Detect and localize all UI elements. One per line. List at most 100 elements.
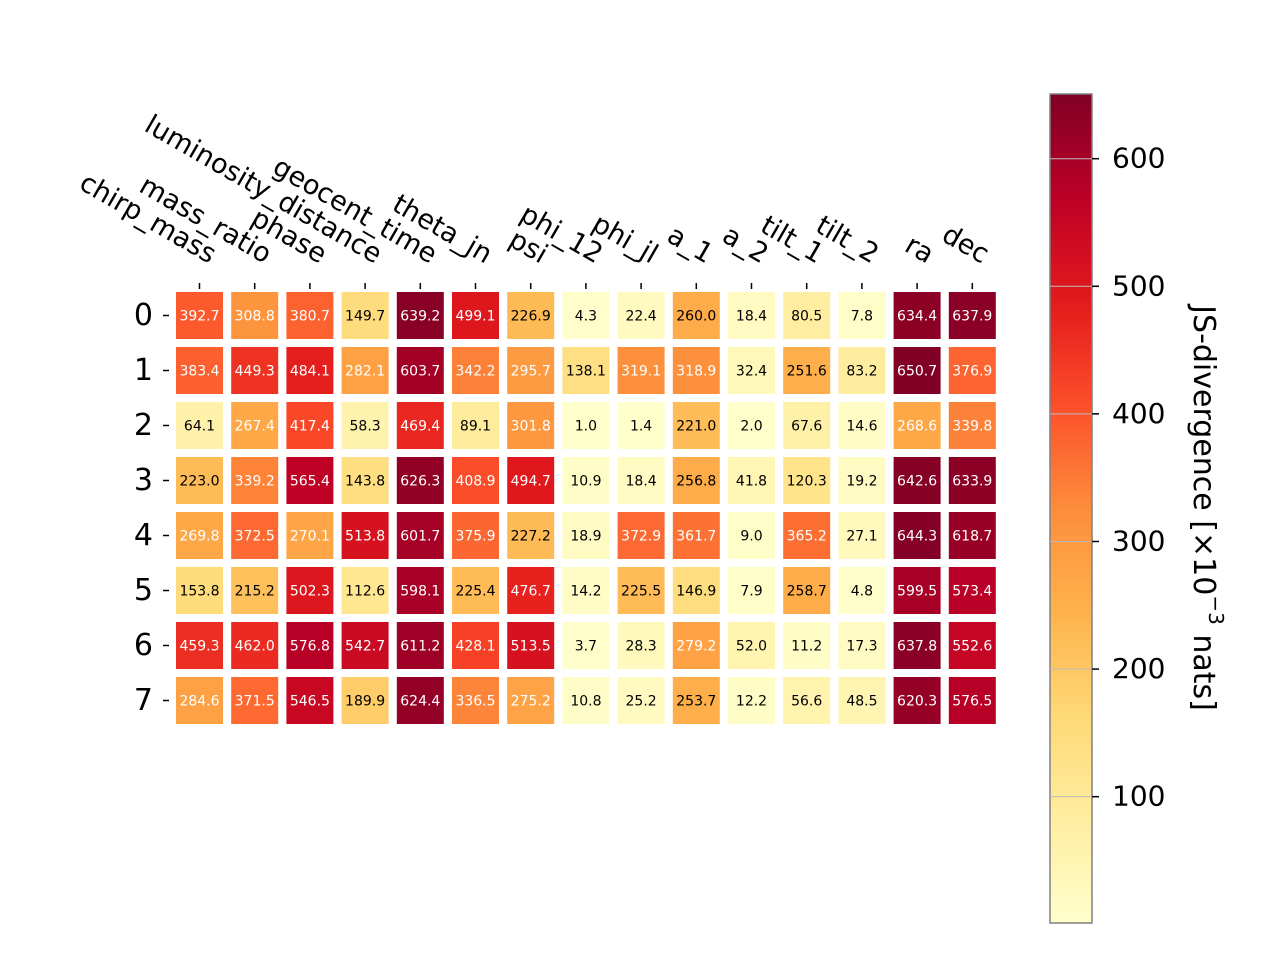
heatmap-cell [838,292,886,339]
column-label: tilt_2 [810,210,883,270]
heatmap-cell [286,347,334,394]
heatmap-cell [286,402,334,449]
cell-value-label: 149.7 [345,309,385,325]
heatmap-cell [672,567,720,614]
cell-value-label: 372.5 [235,529,275,545]
heatmap-cell [617,457,665,504]
cell-value-label: 18.4 [736,309,767,325]
cell-value-label: 633.9 [952,474,992,490]
cell-value-label: 58.3 [350,419,381,435]
heatmap-cell [562,292,610,339]
heatmap-cell [452,402,499,449]
heatmap-cell [562,622,610,669]
cell-value-label: 223.0 [179,474,219,490]
cell-value-label: 251.6 [787,364,827,380]
cell-value-label: 459.3 [179,639,219,655]
heatmap-cell [562,457,610,504]
heatmap-cell [893,292,941,339]
heatmap-cell [617,567,665,614]
heatmap-cell [231,347,279,394]
cell-value-label: 146.9 [676,584,716,600]
heatmap-cell [507,402,555,449]
colorbar-tick-label: 600 [1112,142,1165,175]
heatmap-cell [893,512,941,559]
cell-value-label: 153.8 [179,584,219,600]
heatmap-cell [341,457,389,504]
heatmap-cell [341,622,389,669]
cell-value-label: 469.4 [400,419,440,435]
heatmap-cell [783,622,831,669]
heatmap-cell [783,347,831,394]
heatmap-cell [893,402,941,449]
heatmap-cell [728,512,775,559]
heatmap-cell [948,402,996,449]
heatmap-cell [617,347,665,394]
cell-value-label: 552.6 [952,639,992,655]
row-labels: 0 1 2 3 4 5 6 7 [134,298,169,718]
heatmap-cell [672,292,720,339]
cell-value-label: 83.2 [846,364,877,380]
heatmap-cell [783,402,831,449]
heatmap-cell [948,292,996,339]
cell-value-label: 64.1 [184,419,215,435]
cell-value-label: 383.4 [179,364,219,380]
column-label: a_1 [662,220,718,270]
cell-value-label: 449.3 [235,364,275,380]
cell-value-label: 295.7 [511,364,551,380]
heatmap-cell [286,512,334,559]
cell-value-label: 361.7 [676,529,716,545]
heatmap-cell [728,677,775,724]
heatmap-cell [341,512,389,559]
cell-value-label: 275.2 [511,694,551,710]
colorbar-tick-label: 300 [1112,524,1165,557]
cell-value-label: 494.7 [511,474,551,490]
cell-value-label: 576.5 [952,694,992,710]
heatmap-cell [176,347,223,394]
cell-value-label: 226.9 [511,309,551,325]
heatmap-cell [452,622,499,669]
cell-value-label: 22.4 [626,309,657,325]
cell-value-label: 392.7 [179,309,219,325]
heatmap-cell [507,457,555,504]
cell-value-label: 32.4 [736,364,767,380]
heatmap-cell [893,347,941,394]
heatmap-cell [231,677,279,724]
cell-value-label: 618.7 [952,529,992,545]
heatmap-cell [396,677,444,724]
heatmap-cell [176,622,223,669]
cell-value-label: 282.1 [345,364,385,380]
cell-value-label: 284.6 [179,694,219,710]
cell-value-label: 7.8 [851,309,873,325]
cell-value-label: 644.3 [897,529,937,545]
heatmap-cell [672,677,720,724]
cell-value-label: 3.7 [575,639,597,655]
cell-value-label: 308.8 [235,309,275,325]
cell-value-label: 52.0 [736,639,767,655]
heatmap-cell [948,457,996,504]
heatmap-cell [396,567,444,614]
heatmap-cell [231,292,279,339]
heatmap-cell [396,292,444,339]
heatmap-cell [231,567,279,614]
heatmap-cell [893,677,941,724]
cell-value-label: 17.3 [846,639,877,655]
heatmap-cell [672,622,720,669]
heatmap-cell [893,622,941,669]
heatmap-cell [452,457,499,504]
cell-value-label: 513.5 [511,639,551,655]
heatmap-cell [176,457,223,504]
heatmap-cell [617,622,665,669]
heatmap-cell [286,677,334,724]
column-label: phi_jl [587,208,663,270]
heatmap-cell [838,347,886,394]
heatmap-cell [948,567,996,614]
cell-value-label: 650.7 [897,364,937,380]
heatmap-cell [672,512,720,559]
cell-value-label: 279.2 [676,639,716,655]
cell-value-label: 4.3 [575,309,597,325]
cell-value-label: 4.8 [851,584,873,600]
heatmap-cell [617,292,665,339]
column-label: ra [900,229,939,270]
heatmap-cell [838,512,886,559]
heatmap-cell [617,512,665,559]
